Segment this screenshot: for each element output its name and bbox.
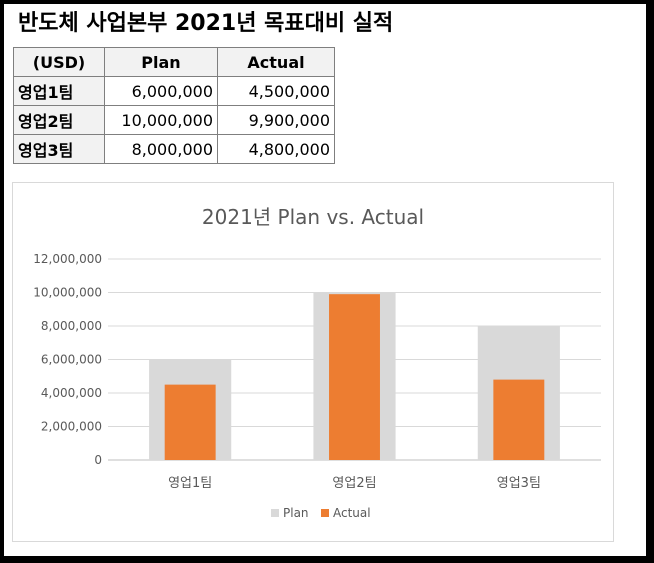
row-label-cell[interactable]: 영업3팀 — [13, 134, 105, 164]
table-row: 영업1팀 6,000,000 4,500,000 — [13, 76, 335, 106]
x-axis[interactable]: 영업1팀 영업2팀 영업3팀 — [168, 476, 541, 491]
bars — [149, 292, 560, 460]
actual-cell[interactable]: 4,500,000 — [217, 76, 335, 106]
y-tick-label: 2,000,000 — [41, 420, 102, 434]
table-row: 영업2팀 10,000,000 9,900,000 — [13, 105, 335, 135]
y-tick-label: 4,000,000 — [41, 386, 102, 400]
y-tick-label: 6,000,000 — [41, 353, 102, 367]
legend[interactable]: Plan Actual — [271, 506, 371, 520]
y-tick-label: 12,000,000 — [33, 252, 102, 266]
row-label-cell[interactable]: 영업1팀 — [13, 76, 105, 106]
row-label-cell[interactable]: 영업2팀 — [13, 105, 105, 135]
legend-swatch-plan — [271, 509, 279, 517]
x-tick-label: 영업2팀 — [332, 476, 376, 491]
header-cell-unit[interactable]: (USD) — [13, 47, 105, 77]
bar-actual-3[interactable] — [493, 379, 545, 460]
plan-cell[interactable]: 8,000,000 — [104, 134, 218, 164]
legend-label-actual: Actual — [333, 506, 371, 520]
table-row: 영업3팀 8,000,000 4,800,000 — [13, 134, 335, 164]
y-tick-label: 0 — [94, 453, 102, 467]
actual-cell[interactable]: 9,900,000 — [217, 105, 335, 135]
data-table: (USD) Plan Actual 영업1팀 6,000,000 4,500,0… — [13, 47, 335, 164]
worksheet: 반도체 사업본부 2021년 목표대비 실적 (USD) Plan Actual… — [4, 4, 646, 556]
legend-label-plan: Plan — [283, 506, 309, 520]
plan-cell[interactable]: 10,000,000 — [104, 105, 218, 135]
chart-title[interactable]: 2021년 Plan vs. Actual — [202, 205, 424, 229]
page-title: 반도체 사업본부 2021년 목표대비 실적 — [18, 11, 394, 36]
chart-area[interactable]: 2021년 Plan vs. Actual 0 2,000,000 4,000,00… — [12, 182, 614, 542]
x-tick-label: 영업3팀 — [497, 476, 541, 491]
bar-actual-2[interactable] — [329, 294, 380, 460]
y-tick-label: 10,000,000 — [33, 286, 102, 300]
legend-swatch-actual — [321, 509, 329, 517]
y-axis[interactable]: 0 2,000,000 4,000,000 6,000,000 8,000,000 10,… — [33, 252, 102, 467]
header-cell-plan[interactable]: Plan — [104, 47, 218, 77]
x-tick-label: 영업1팀 — [168, 476, 212, 491]
bar-actual-1[interactable] — [164, 384, 216, 460]
table-header-row: (USD) Plan Actual — [13, 47, 335, 77]
bar-chart: 2021년 Plan vs. Actual 0 2,000,000 4,000,00… — [33, 205, 601, 520]
header-cell-actual[interactable]: Actual — [217, 47, 335, 77]
y-tick-label: 8,000,000 — [41, 319, 102, 333]
plan-cell[interactable]: 6,000,000 — [104, 76, 218, 106]
actual-cell[interactable]: 4,800,000 — [217, 134, 335, 164]
